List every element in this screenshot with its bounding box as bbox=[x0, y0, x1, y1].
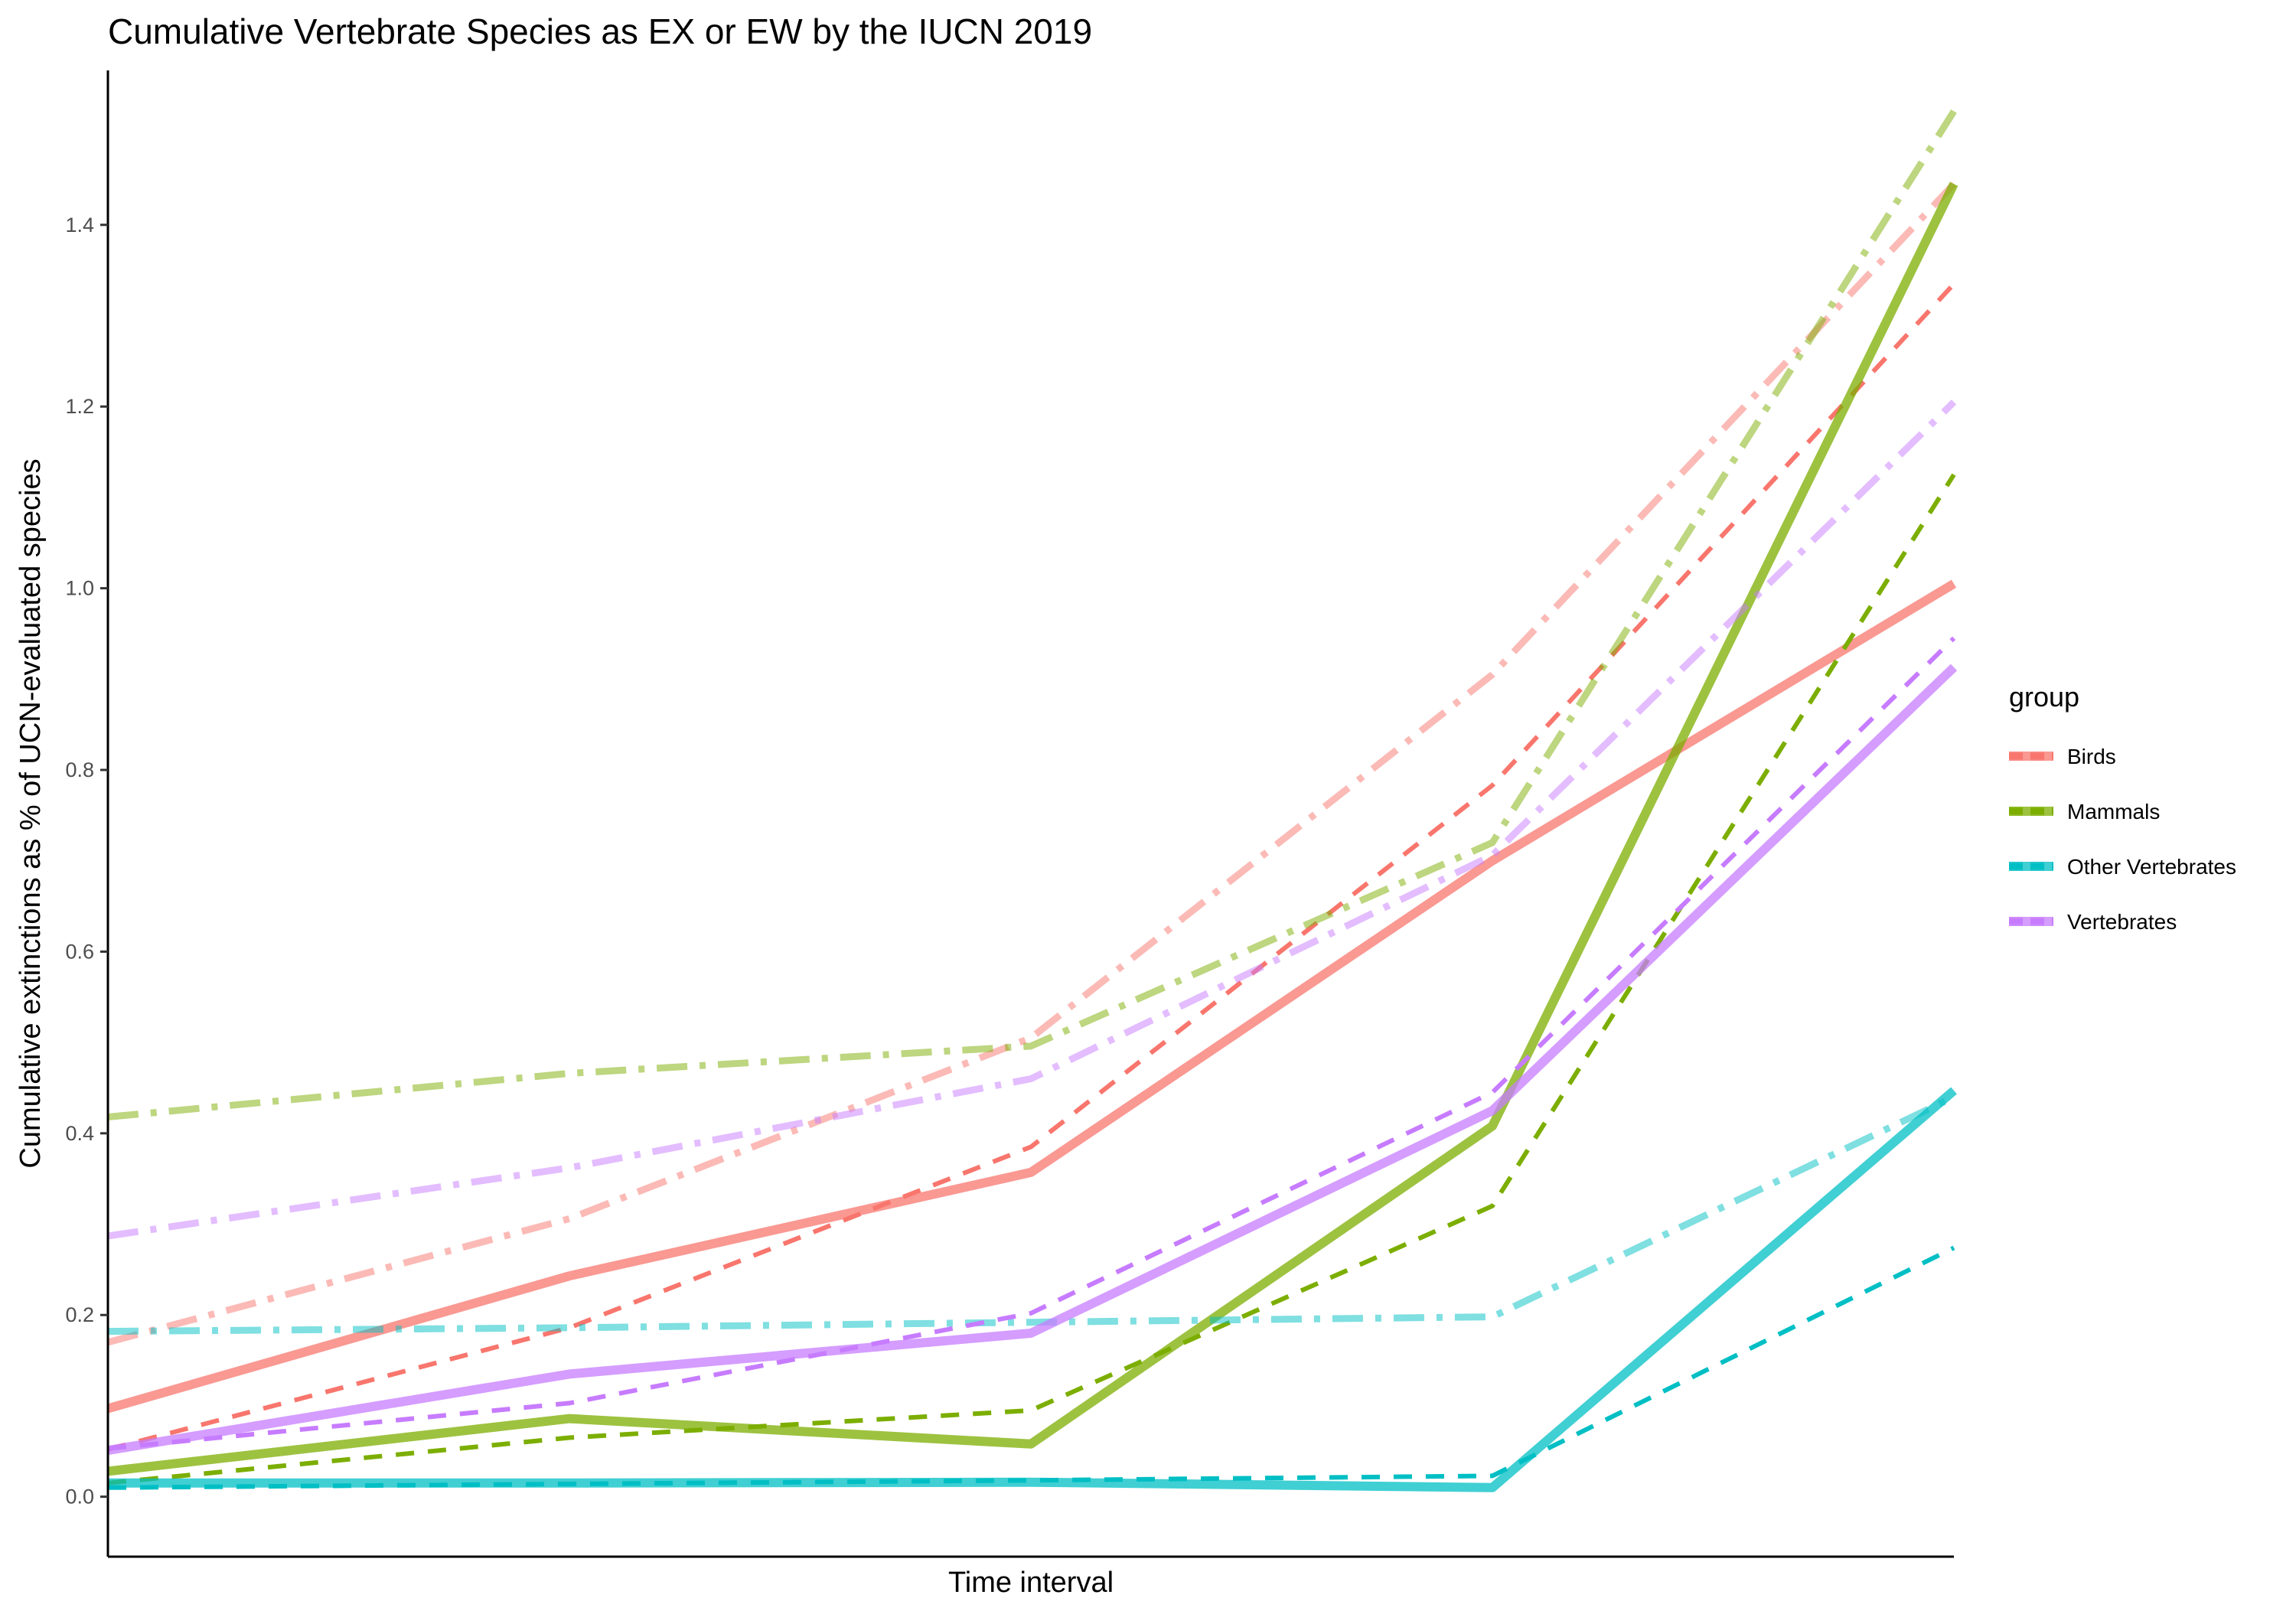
y-tick-label: 0.8 bbox=[65, 758, 94, 781]
y-ticks: 0.0 0.2 0.4 0.6 0.8 1.0 1.2 1.4 bbox=[65, 214, 108, 1508]
series-line-birds-solid bbox=[106, 579, 1957, 1414]
series-line-birds-dotdash bbox=[106, 181, 1957, 1346]
legend-label: Other Vertebrates bbox=[2067, 855, 2236, 879]
y-tick-label: 0.2 bbox=[65, 1303, 94, 1326]
y-axis-title: Cumulative extinctions as % of UCN-evalu… bbox=[15, 458, 47, 1168]
y-tick-label: 0.4 bbox=[65, 1122, 94, 1145]
legend-item-vertebrates: Vertebrates bbox=[2009, 910, 2177, 934]
series-layer bbox=[106, 109, 1958, 1492]
legend-item-other-vertebrates: Other Vertebrates bbox=[2009, 855, 2236, 879]
legend-items: Birds Mammals Other Vertebrates Vertebrates bbox=[2009, 745, 2236, 934]
x-axis-title: Time interval bbox=[948, 1567, 1114, 1599]
y-tick-label: 0.6 bbox=[65, 940, 94, 963]
series-line-mammals-dotdash bbox=[107, 109, 1957, 1120]
axes-layer bbox=[106, 70, 1954, 1558]
series-line-mammals-solid bbox=[107, 181, 1958, 1476]
legend-label: Birds bbox=[2067, 745, 2116, 768]
series-line-other-vertebrates-solid bbox=[108, 1087, 1957, 1492]
series-line-other-vertebrates-dashed bbox=[107, 1245, 1955, 1490]
legend-title: group bbox=[2009, 681, 2079, 713]
y-tick-label: 1.2 bbox=[65, 395, 94, 418]
legend: group Birds Mammals Other Vertebrates Verte… bbox=[2009, 681, 2236, 934]
series-line-vertebrates-solid bbox=[107, 664, 1958, 1456]
legend-label: Vertebrates bbox=[2067, 910, 2177, 934]
series-line-vertebrates-dotdash bbox=[107, 399, 1957, 1240]
y-tick-label: 1.0 bbox=[65, 577, 94, 600]
series-line-other-vertebrates-dotdash bbox=[107, 1094, 1955, 1335]
y-tick-label: 0.0 bbox=[65, 1485, 94, 1508]
legend-item-mammals: Mammals bbox=[2009, 800, 2160, 823]
legend-item-birds: Birds bbox=[2009, 745, 2116, 768]
chart-title: Cumulative Vertebrate Species as EX or E… bbox=[108, 11, 1092, 51]
series-line-vertebrates-dashed bbox=[107, 636, 1956, 1451]
series-line-birds-dashed bbox=[107, 282, 1956, 1452]
y-tick-label: 1.4 bbox=[65, 214, 94, 236]
legend-label: Mammals bbox=[2067, 800, 2160, 823]
